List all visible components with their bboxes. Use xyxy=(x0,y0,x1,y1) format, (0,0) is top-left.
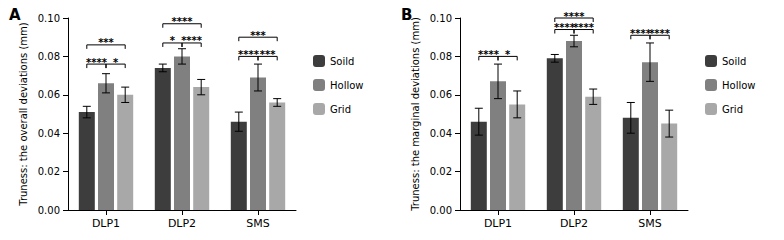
svg-text:*: * xyxy=(170,35,176,46)
svg-text:Soild: Soild xyxy=(722,56,746,67)
svg-text:*: * xyxy=(113,57,119,68)
svg-text:DLP2: DLP2 xyxy=(168,217,196,230)
svg-text:Soild: Soild xyxy=(330,56,354,67)
svg-text:****: **** xyxy=(238,49,260,60)
svg-text:0.06: 0.06 xyxy=(430,89,452,100)
svg-text:0.10: 0.10 xyxy=(430,13,452,24)
svg-text:0.08: 0.08 xyxy=(38,51,60,62)
svg-text:***: *** xyxy=(260,49,276,60)
svg-text:DLP1: DLP1 xyxy=(484,217,512,230)
svg-text:****: **** xyxy=(181,35,203,46)
svg-text:0.02: 0.02 xyxy=(38,166,60,177)
svg-text:***: *** xyxy=(98,37,114,48)
svg-text:Hollow: Hollow xyxy=(330,80,364,91)
svg-text:****: **** xyxy=(478,49,500,60)
svg-text:0.06: 0.06 xyxy=(38,89,60,100)
svg-text:***: *** xyxy=(250,30,266,41)
svg-text:****: **** xyxy=(564,11,586,22)
svg-text:A: A xyxy=(9,6,21,24)
svg-text:0.00: 0.00 xyxy=(38,205,60,216)
svg-text:Grid: Grid xyxy=(330,104,351,115)
svg-text:Hollow: Hollow xyxy=(722,80,756,91)
svg-text:****: **** xyxy=(649,28,671,39)
svg-text:DLP1: DLP1 xyxy=(92,217,120,230)
svg-text:Grid: Grid xyxy=(722,104,743,115)
svg-text:****: **** xyxy=(172,16,194,27)
svg-text:B: B xyxy=(401,6,412,24)
svg-text:Truness: the marginal deviatio: Truness: the marginal deviations (mm) xyxy=(410,17,421,212)
svg-text:0.02: 0.02 xyxy=(430,166,452,177)
svg-text:****: **** xyxy=(573,22,595,33)
svg-text:Truness: the overall deviation: Truness: the overall deviations (mm) xyxy=(18,22,29,207)
svg-text:DLP2: DLP2 xyxy=(560,217,588,230)
svg-text:0.04: 0.04 xyxy=(430,128,452,139)
svg-text:0.00: 0.00 xyxy=(430,205,452,216)
svg-text:0.04: 0.04 xyxy=(38,128,60,139)
svg-text:*: * xyxy=(505,49,511,60)
svg-text:0.08: 0.08 xyxy=(430,51,452,62)
svg-text:SMS: SMS xyxy=(246,217,269,230)
svg-text:****: **** xyxy=(86,57,108,68)
svg-text:SMS: SMS xyxy=(638,217,661,230)
svg-text:0.10: 0.10 xyxy=(38,13,60,24)
